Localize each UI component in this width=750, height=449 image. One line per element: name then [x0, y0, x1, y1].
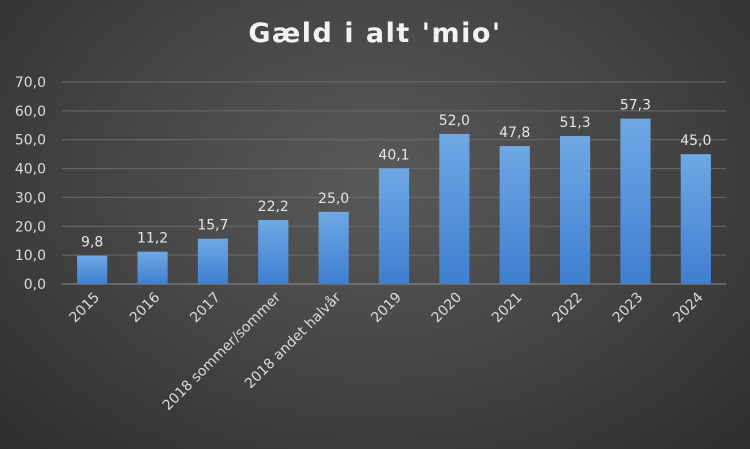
- bar: [620, 118, 651, 284]
- x-tick-label: 2015: [66, 290, 103, 327]
- bar: [197, 238, 228, 284]
- y-axis-ticks: 0,0 10,0 20,0 30,0 40,0 50,0 60,0 70,0: [15, 75, 46, 293]
- data-label: 22,2: [258, 199, 289, 215]
- x-tick-label: 2024: [670, 289, 707, 326]
- y-tick-label: 0,0: [24, 277, 46, 293]
- y-tick-label: 50,0: [15, 133, 46, 149]
- bar: [258, 219, 289, 284]
- y-tick-label: 70,0: [15, 75, 46, 91]
- x-tick-label: 2016: [127, 289, 164, 326]
- y-tick-label: 30,0: [15, 190, 46, 206]
- bar: [378, 168, 410, 284]
- data-label: 57,3: [620, 98, 651, 114]
- x-tick-label: 2018 sommer/sommer: [160, 289, 284, 413]
- bar: [77, 255, 108, 284]
- bar: [560, 135, 591, 284]
- y-tick-label: 20,0: [15, 219, 46, 235]
- data-label: 40,1: [378, 147, 409, 163]
- x-tick-label: 2022: [549, 290, 586, 327]
- y-tick-label: 40,0: [15, 162, 46, 178]
- data-label: 9,8: [81, 235, 103, 251]
- y-tick-label: 10,0: [15, 248, 46, 264]
- data-label: 47,8: [499, 125, 530, 141]
- bar: [499, 146, 530, 284]
- chart-title: Gæld i alt 'mio': [248, 18, 502, 49]
- x-tick-label: 2017: [187, 290, 224, 327]
- x-tick-label: 2023: [610, 290, 647, 327]
- data-label: 15,7: [197, 218, 228, 234]
- x-tick-label: 2020: [429, 290, 466, 327]
- data-label: 51,3: [560, 115, 591, 131]
- bar: [439, 133, 470, 284]
- y-tick-label: 60,0: [15, 104, 46, 120]
- x-tick-label: 2021: [489, 290, 526, 327]
- bar: [318, 211, 349, 284]
- bar: [680, 154, 711, 284]
- bars: [77, 118, 711, 284]
- data-label: 45,0: [680, 133, 711, 149]
- data-label: 25,0: [318, 191, 349, 207]
- bar: [137, 251, 168, 284]
- data-label: 52,0: [439, 113, 470, 129]
- data-labels: 9,8 11,2 15,7 22,2 25,0 40,1 52,0 47,8 51,3 57,3 4…: [81, 98, 711, 251]
- x-tick-label: 2019: [368, 290, 405, 327]
- data-label: 11,2: [137, 231, 168, 247]
